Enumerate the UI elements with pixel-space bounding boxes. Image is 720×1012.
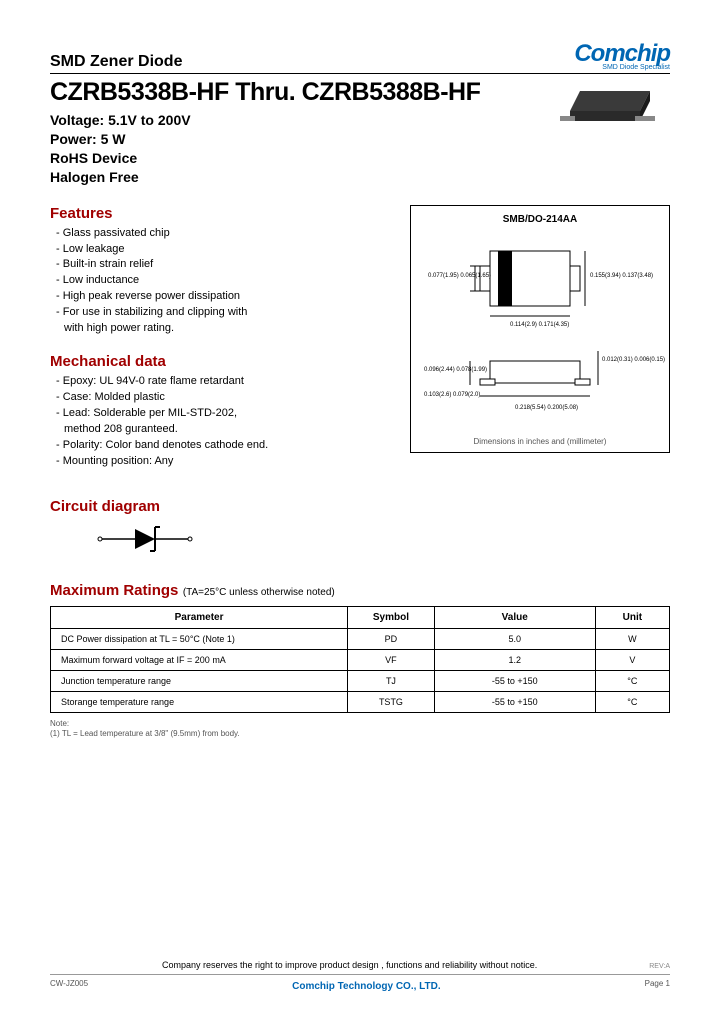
cell-unit: °C [595, 670, 669, 691]
ratings-table: Parameter Symbol Value Unit DC Power dis… [50, 606, 670, 713]
header: SMD Zener Diode Comchip SMD Diode Specia… [50, 40, 670, 74]
package-code: SMB/DO-214AA [415, 214, 665, 225]
brand-logo: Comchip SMD Diode Specialist [574, 40, 670, 71]
dim-label: 0.096(2.44) 0.078(1.99) [424, 367, 487, 373]
zener-diode-symbol-icon [90, 519, 210, 559]
list-item: For use in stabilizing and clipping with [56, 305, 390, 321]
list-item: Epoxy: UL 94V-0 rate flame retardant [56, 374, 390, 390]
package-dimensions-box: SMB/DO-214AA 0.077(1.95) 0.065(1.65) 0.1… [410, 205, 670, 453]
list-item: Built-in strain relief [56, 257, 390, 273]
cell-unit: W [595, 628, 669, 649]
cell-param: Maximum forward voltage at IF = 200 mA [51, 649, 348, 670]
cell-unit: V [595, 649, 669, 670]
list-item: Polarity: Color band denotes cathode end… [56, 438, 390, 454]
spec-halogen: Halogen Free [50, 168, 490, 187]
list-item: Case: Molded plastic [56, 390, 390, 406]
cell-value: 1.2 [434, 649, 595, 670]
cell-symbol: TJ [348, 670, 435, 691]
mechanical-list: Epoxy: UL 94V-0 rate flame retardant Cas… [50, 374, 390, 470]
cell-value: -55 to +150 [434, 670, 595, 691]
features-heading: Features [50, 205, 390, 222]
list-item: Low leakage [56, 242, 390, 258]
dim-label: 0.077(1.95) 0.065(1.65) [428, 273, 491, 279]
note-label: Note: [50, 719, 670, 729]
dimension-caption: Dimensions in inches and (millimeter) [415, 437, 665, 446]
cell-param: Storange temperature range [51, 691, 348, 712]
product-category: SMD Zener Diode [50, 53, 182, 71]
list-item: Low inductance [56, 273, 390, 289]
spec-voltage: Voltage: 5.1V to 200V [50, 111, 490, 130]
cell-symbol: VF [348, 649, 435, 670]
features-list: Glass passivated chip Low leakage Built-… [50, 226, 390, 338]
list-item: with high power rating. [56, 321, 390, 337]
col-parameter: Parameter [51, 606, 348, 628]
page-footer: Company reserves the right to improve pr… [50, 960, 670, 992]
col-unit: Unit [595, 606, 669, 628]
list-item: method 208 guranteed. [56, 422, 390, 438]
ratings-section: Maximum Ratings (TA=25°C unless otherwis… [50, 582, 670, 740]
col-value: Value [434, 606, 595, 628]
dimension-drawing-icon: 0.077(1.95) 0.065(1.65) 0.155(3.94) 0.13… [415, 231, 665, 431]
footer-page: Page 1 [645, 979, 670, 992]
ratings-note: Note: (1) TL = Lead temperature at 3/8" … [50, 719, 670, 740]
table-header-row: Parameter Symbol Value Unit [51, 606, 670, 628]
dim-label: 0.114(2.9) 0.171(4.35) [510, 322, 569, 328]
mechanical-heading: Mechanical data [50, 353, 390, 370]
circuit-heading: Circuit diagram [50, 498, 670, 515]
cell-value: -55 to +150 [434, 691, 595, 712]
cell-param: Junction temperature range [51, 670, 348, 691]
ratings-heading: Maximum Ratings [50, 582, 178, 599]
footer-disclaimer: Company reserves the right to improve pr… [50, 960, 649, 970]
col-symbol: Symbol [348, 606, 435, 628]
cell-value: 5.0 [434, 628, 595, 649]
dim-label: 0.218(5.54) 0.200(5.08) [515, 405, 578, 411]
list-item: Lead: Solderable per MIL-STD-202, [56, 406, 390, 422]
package-3d-icon [550, 71, 670, 195]
cell-param: DC Power dissipation at TL = 50°C (Note … [51, 628, 348, 649]
table-row: DC Power dissipation at TL = 50°C (Note … [51, 628, 670, 649]
footer-revision: REV:A [649, 963, 670, 970]
table-row: Storange temperature range TSTG -55 to +… [51, 691, 670, 712]
ratings-condition: (TA=25°C unless otherwise noted) [183, 587, 335, 598]
spec-rohs: RoHS Device [50, 149, 490, 168]
key-specs: Voltage: 5.1V to 200V Power: 5 W RoHS De… [50, 111, 490, 187]
list-item: High peak reverse power dissipation [56, 289, 390, 305]
footer-company: Comchip Technology CO., LTD. [292, 981, 441, 992]
list-item: Glass passivated chip [56, 226, 390, 242]
spec-power: Power: 5 W [50, 130, 490, 149]
dim-label: 0.155(3.94) 0.137(3.48) [590, 273, 653, 279]
table-row: Junction temperature range TJ -55 to +15… [51, 670, 670, 691]
list-item: Mounting position: Any [56, 454, 390, 470]
cell-symbol: PD [348, 628, 435, 649]
table-row: Maximum forward voltage at IF = 200 mA V… [51, 649, 670, 670]
dim-label: 0.012(0.31) 0.006(0.15) [602, 357, 665, 363]
cell-symbol: TSTG [348, 691, 435, 712]
footer-doc-id: CW-JZ005 [50, 979, 88, 992]
note-text: (1) TL = Lead temperature at 3/8" (9.5mm… [50, 729, 670, 739]
dim-label: 0.103(2.6) 0.079(2.0) [424, 392, 480, 398]
logo-text: Comchip [574, 40, 670, 67]
cell-unit: °C [595, 691, 669, 712]
